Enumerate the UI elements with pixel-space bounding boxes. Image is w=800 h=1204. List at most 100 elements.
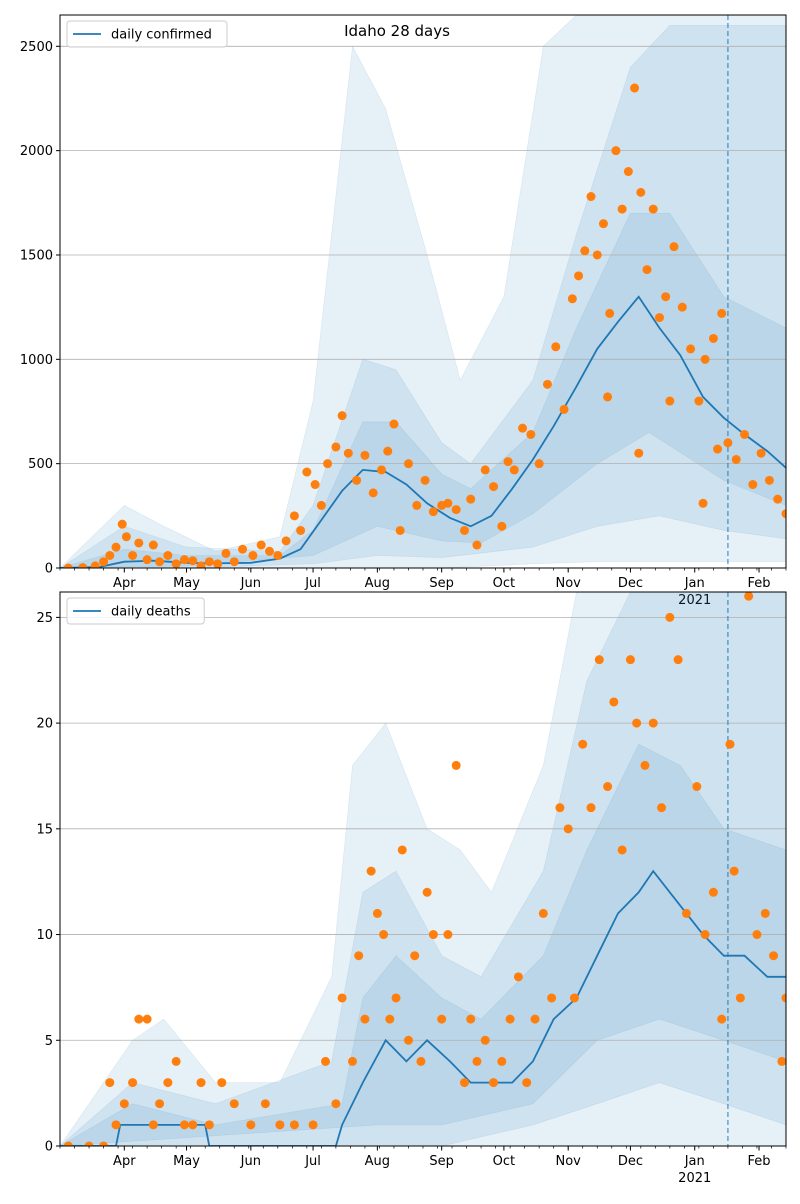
x-tick-label: Oct [493, 1154, 515, 1169]
legend-label: daily deaths [111, 605, 191, 620]
data-point [630, 83, 640, 93]
data-point [459, 525, 469, 535]
data-point [117, 519, 127, 529]
data-point [480, 1035, 490, 1045]
data-point [308, 1120, 318, 1130]
data-point [360, 1014, 370, 1024]
data-point [752, 930, 762, 940]
data-point [128, 1078, 138, 1088]
data-point [692, 782, 702, 792]
data-point [90, 561, 100, 568]
legend-box [66, 20, 228, 48]
data-point [632, 718, 642, 728]
x-tick-label: Nov [556, 576, 582, 591]
data-point [534, 459, 544, 469]
data-point [383, 446, 393, 456]
x-tick-label: Apr [113, 1154, 136, 1169]
data-point [769, 951, 779, 961]
data-point [171, 1056, 181, 1066]
data-point [509, 465, 519, 475]
data-point [204, 1120, 214, 1130]
data-point [717, 1014, 727, 1024]
data-point [640, 760, 650, 770]
band-mid [60, 592, 786, 1146]
y-tick-label: 15 [36, 822, 53, 837]
data-point [63, 563, 73, 568]
data-point [740, 429, 750, 439]
x-tick-label: Aug [365, 576, 390, 591]
x-tick-label: Nov [556, 1154, 582, 1169]
data-point [472, 540, 482, 550]
data-point [443, 930, 453, 940]
x-tick-label: Sep [429, 1154, 454, 1169]
data-point [273, 550, 283, 560]
data-point [412, 500, 422, 510]
x-tick-label: Oct [493, 576, 515, 591]
data-point [354, 951, 364, 961]
data-point [248, 550, 258, 560]
data-point [296, 525, 306, 535]
data-point [347, 1056, 357, 1066]
x-tick-sublabel: 2021 [678, 1171, 711, 1186]
data-point [134, 538, 144, 548]
data-point [748, 480, 758, 490]
data-point [99, 557, 109, 567]
data-point [281, 536, 291, 546]
data-point [466, 494, 476, 504]
data-point [518, 423, 528, 433]
data-point [708, 887, 718, 897]
data-point [163, 550, 173, 560]
data-point [105, 550, 115, 560]
data-point [289, 511, 299, 521]
data-point [686, 344, 696, 354]
y-tick-label: 10 [36, 928, 53, 943]
band-mid [60, 25, 786, 568]
data-point [611, 146, 621, 156]
data-point [781, 993, 786, 1003]
y-tick-label: 1000 [20, 353, 53, 368]
data-point [547, 993, 557, 1003]
data-point [213, 559, 223, 568]
y-tick-label: 2000 [20, 144, 53, 159]
y-tick-label: 500 [28, 457, 53, 472]
data-point [648, 204, 658, 214]
data-point [700, 930, 710, 940]
x-tick-label: Apr [113, 576, 136, 591]
x-tick-label: Jul [304, 576, 321, 591]
data-point [605, 308, 615, 318]
data-point [331, 442, 341, 452]
y-tick-label: 0 [45, 1140, 53, 1155]
data-point [403, 459, 413, 469]
data-point [677, 302, 687, 312]
data-point [723, 438, 733, 448]
data-point [63, 1141, 73, 1146]
data-point [310, 480, 320, 490]
data-point [111, 542, 121, 552]
data-point [260, 1099, 270, 1109]
data-point [530, 1014, 540, 1024]
data-point [569, 993, 579, 1003]
data-point [592, 250, 602, 260]
data-point [142, 555, 152, 565]
data-point [204, 557, 214, 567]
data-point [598, 219, 608, 229]
deaths-panel: 0 5 10 15 20 25 Apr May Jun Jul Aug Sep Oct Nov Dec Jan… [36, 591, 787, 1186]
data-point [337, 411, 347, 421]
data-point [648, 718, 658, 728]
data-point [654, 313, 664, 323]
x-tick-label: Jun [240, 576, 261, 591]
data-point [451, 760, 461, 770]
data-point [503, 457, 513, 467]
data-point [764, 475, 774, 485]
data-point [760, 908, 770, 918]
data-point [586, 192, 596, 202]
data-point [188, 556, 198, 566]
x-tick-label: Aug [365, 1154, 390, 1169]
legend-label: daily confirmed [111, 28, 212, 43]
plot-area [60, 592, 786, 1146]
data-point [526, 429, 536, 439]
data-point [480, 465, 490, 475]
data-point [636, 187, 646, 197]
data-point [337, 993, 347, 1003]
